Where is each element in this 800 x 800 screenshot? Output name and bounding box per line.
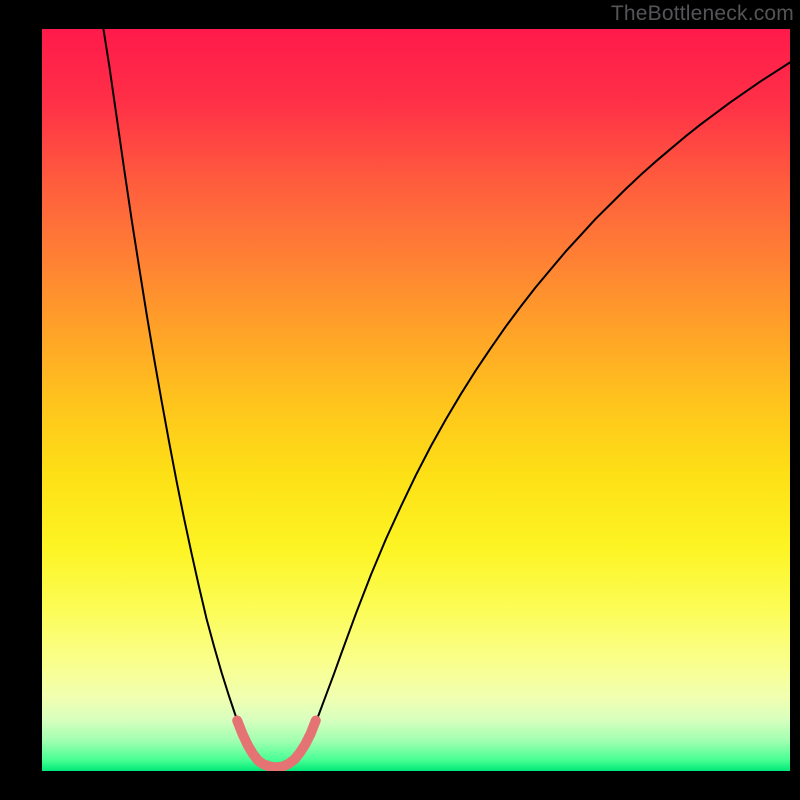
gradient-background (42, 29, 790, 771)
plot-svg (42, 29, 790, 771)
chart-frame: TheBottleneck.com (0, 0, 800, 800)
plot-area (42, 29, 790, 771)
watermark-text: TheBottleneck.com (611, 2, 794, 26)
